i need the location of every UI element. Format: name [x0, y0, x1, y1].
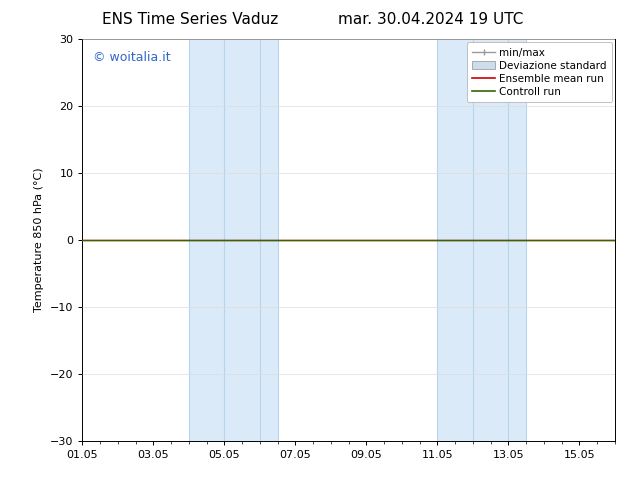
Legend: min/max, Deviazione standard, Ensemble mean run, Controll run: min/max, Deviazione standard, Ensemble m…: [467, 42, 612, 102]
Y-axis label: Temperature 850 hPa (°C): Temperature 850 hPa (°C): [34, 168, 44, 313]
Bar: [437, 39, 526, 441]
Text: ENS Time Series Vaduz: ENS Time Series Vaduz: [102, 12, 278, 27]
Text: © woitalia.it: © woitalia.it: [93, 51, 171, 64]
Text: mar. 30.04.2024 19 UTC: mar. 30.04.2024 19 UTC: [339, 12, 524, 27]
Bar: [189, 39, 278, 441]
